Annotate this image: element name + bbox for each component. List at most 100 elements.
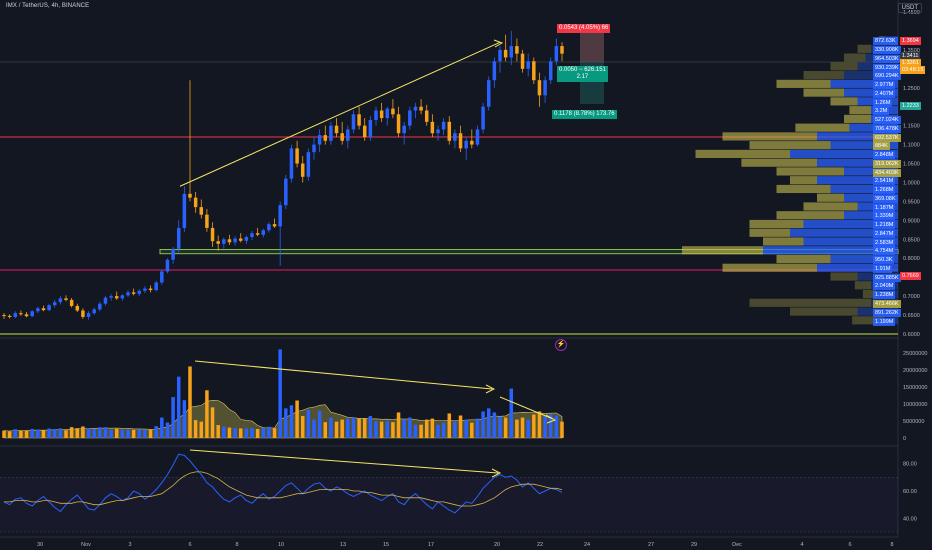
volume-profile-down-bar	[844, 114, 871, 123]
volume-bar	[171, 397, 175, 438]
volume-profile-label: 2.977M	[873, 81, 896, 90]
time-axis-tick: 6	[188, 542, 191, 548]
symbol-title[interactable]: IMX / TetherUS, 4h, BINANCE	[6, 3, 90, 9]
volume-bar	[492, 412, 497, 438]
candle-body	[238, 238, 243, 241]
candle-body	[306, 152, 311, 177]
volume-profile-up-bar	[817, 176, 898, 185]
time-axis-tick: 3	[128, 542, 131, 548]
candle-body	[447, 121, 452, 141]
candle-body	[233, 238, 237, 243]
volume-bar	[312, 419, 316, 438]
time-axis-tick: 4	[800, 542, 803, 548]
volume-bar	[176, 376, 181, 438]
price-axis-tick: 0.8000	[903, 256, 920, 262]
volume-profile-label: 891.262K	[873, 308, 901, 317]
candle-body	[300, 163, 305, 177]
volume-bar	[193, 420, 198, 438]
volume-bar	[560, 421, 564, 438]
volume-bar	[143, 429, 147, 438]
volume-profile-label: 2.541M	[873, 177, 896, 186]
volume-arrowhead-2	[545, 414, 557, 424]
candle-body	[441, 121, 446, 130]
volume-profile-label: 1.26M	[873, 98, 893, 107]
volume-bar	[317, 410, 322, 438]
candle-body	[148, 288, 153, 291]
volume-profile-label: 369.08K	[873, 194, 898, 203]
lightning-icon[interactable]: ⚡	[555, 339, 567, 351]
time-axis-tick: 8	[890, 542, 893, 548]
volume-bar	[453, 421, 457, 438]
candle-body	[424, 110, 429, 122]
candle-body	[41, 308, 46, 311]
candle-body	[250, 233, 254, 238]
volume-axis-tick: 5000000	[903, 419, 924, 425]
price-axis-tick: 1.1000	[903, 143, 920, 149]
volume-bar	[306, 409, 311, 438]
volume-profile-label: 884K	[873, 142, 890, 151]
volume-profile-up-bar	[844, 71, 898, 80]
candle-body	[131, 292, 136, 294]
candle-body	[137, 290, 142, 294]
candle-body	[374, 110, 378, 120]
candle-body	[362, 125, 367, 138]
currency-button[interactable]: USDT	[897, 3, 922, 13]
volume-bar	[289, 405, 294, 438]
volume-bar	[131, 429, 136, 438]
volume-profile-label: 330.908K	[873, 46, 901, 54]
volume-profile-down-bar	[741, 158, 817, 167]
candle-body	[261, 230, 266, 235]
candle-body	[537, 80, 542, 96]
volume-bar	[109, 429, 113, 438]
volume-bar	[69, 427, 74, 438]
volume-profile-label: 690.294K	[873, 72, 901, 81]
volume-profile-up-bar	[803, 219, 898, 229]
candle-body	[481, 106, 485, 130]
volume-profile-down-bar	[749, 141, 831, 150]
volume-bar	[374, 421, 378, 438]
volume-bar	[402, 419, 406, 438]
candle-body	[295, 148, 299, 164]
volume-bar	[464, 419, 468, 438]
volume-profile-down-bar	[749, 219, 804, 229]
volume-bar	[470, 422, 474, 438]
volume-bar	[554, 415, 559, 438]
volume-profile-label: 434.403K	[873, 168, 901, 177]
volume-bar	[2, 430, 6, 438]
volume-bar	[346, 418, 350, 438]
volume-bar	[520, 417, 525, 438]
volume-bar	[205, 390, 209, 438]
candle-body	[30, 311, 34, 317]
time-axis-tick: Nov	[81, 542, 91, 548]
volume-profile-down-bar	[776, 254, 831, 264]
volume-bar	[357, 418, 361, 438]
price-tag: 1.2233	[900, 102, 921, 110]
candle-body	[103, 297, 108, 304]
volume-profile-label: 3.2M	[873, 107, 890, 116]
volume-bar	[362, 418, 367, 438]
candle-body	[205, 214, 209, 228]
candle-body	[92, 309, 96, 314]
volume-bar	[19, 430, 23, 438]
candle-body	[351, 114, 356, 130]
candle-body	[470, 140, 474, 145]
volume-bar	[430, 418, 435, 438]
volume-bar	[75, 428, 80, 438]
volume-trendline-2	[499, 396, 554, 420]
volume-profile-up-bar	[763, 246, 898, 255]
candle-body	[2, 315, 6, 317]
volume-bar	[458, 415, 463, 438]
volume-bar	[447, 413, 452, 438]
volume-bar	[498, 416, 502, 438]
volume-bar	[216, 425, 220, 438]
volume-profile-down-bar	[795, 123, 850, 132]
volume-bar	[30, 428, 34, 438]
candle-body	[289, 148, 294, 179]
candle-body	[19, 313, 23, 315]
candle-body	[554, 46, 559, 62]
volume-profile-down-bar	[830, 62, 858, 71]
candle-body	[385, 108, 390, 119]
candle-body	[526, 61, 530, 69]
